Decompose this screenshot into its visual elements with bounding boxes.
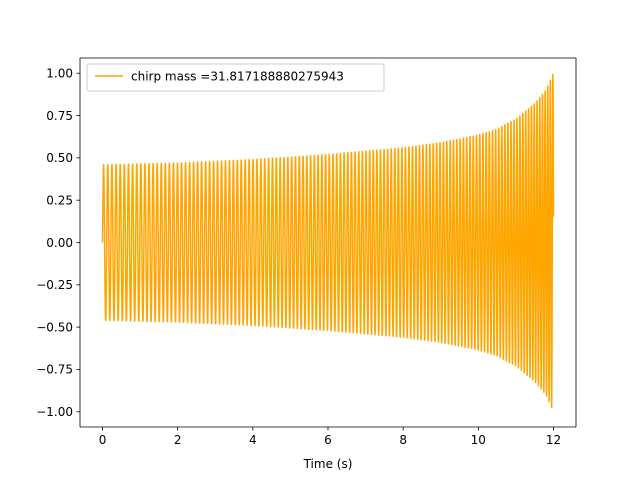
series-layer <box>101 73 555 409</box>
y-tick-label: 0.50 <box>46 151 73 165</box>
series-line-0 <box>101 73 555 409</box>
y-tick-label: −0.75 <box>36 363 73 377</box>
x-tick-label: 0 <box>99 433 107 447</box>
x-tick-label: 6 <box>324 433 332 447</box>
y-tick-label: 0.25 <box>46 193 73 207</box>
x-axis-label: Time (s) <box>303 457 353 471</box>
y-tick-label: 0.75 <box>46 109 73 123</box>
x-tick-label: 10 <box>471 433 486 447</box>
y-tick-label: −1.00 <box>36 405 73 419</box>
x-tick-label: 2 <box>174 433 182 447</box>
y-tick-label: 0.00 <box>46 236 73 250</box>
y-tick-label: −0.50 <box>36 320 73 334</box>
x-tick-label: 8 <box>399 433 407 447</box>
x-tick-label: 4 <box>249 433 257 447</box>
y-tick-label: 1.00 <box>46 67 73 81</box>
legend-entry-label: chirp mass =31.817188880275943 <box>131 70 344 84</box>
x-tick-label: 12 <box>546 433 561 447</box>
ticks-layer: 0 2 4 6 8 10 12 −1.00 −0.75 −0.50 −0.25 0.00 0.25 0.5… <box>36 67 561 447</box>
legend: chirp mass =31.817188880275943 <box>86 63 385 92</box>
y-tick-label: −0.25 <box>36 278 73 292</box>
legend-frame <box>86 63 385 92</box>
